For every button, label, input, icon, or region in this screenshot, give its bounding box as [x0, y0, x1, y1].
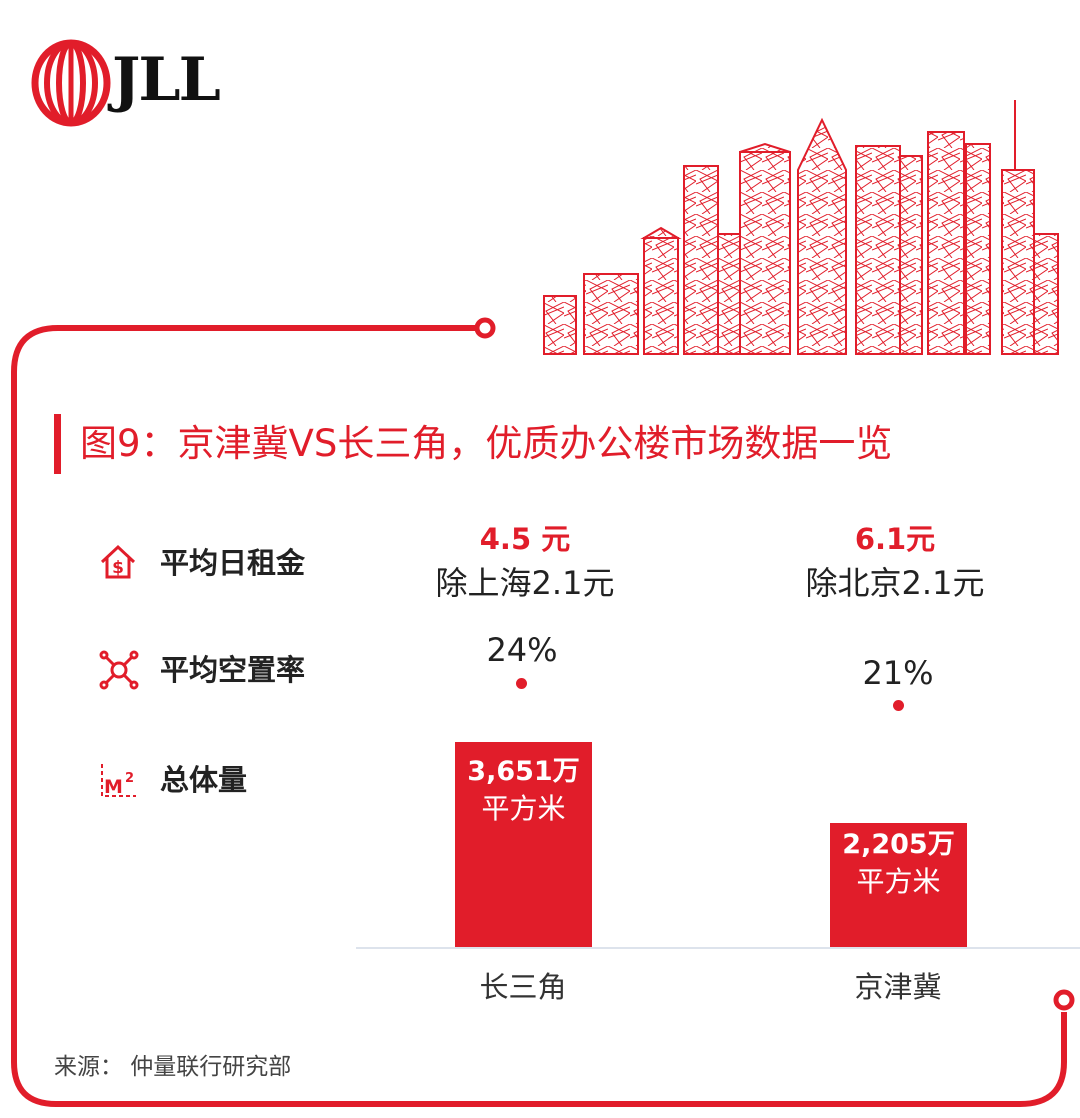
- bar-value-bth: 2,205万: [842, 829, 955, 860]
- title-accent-bar: [54, 414, 61, 474]
- chart-title: 图9：京津冀VS长三角，优质办公楼市场数据一览: [80, 422, 893, 465]
- source-note: 来源： 仲量联行研究部: [54, 1054, 292, 1080]
- svg-text:2: 2: [125, 771, 134, 786]
- svg-text:$: $: [112, 558, 124, 578]
- rent-value-yrd: 4.5 元: [479, 522, 571, 556]
- metric-label-vacancy: 平均空置率: [160, 653, 306, 687]
- vacancy-dot-yrd: [516, 678, 527, 689]
- rent-value-bth: 6.1元: [854, 522, 936, 556]
- vacancy-value-bth: 21%: [862, 654, 934, 692]
- bar-bth: 2,205万 平方米: [830, 823, 967, 947]
- bar-value-yrd: 3,651万: [467, 756, 580, 787]
- bar-unit-yrd: 平方米: [481, 792, 566, 825]
- square-meter-icon: M 2: [101, 764, 136, 798]
- frame-knob-top: [474, 317, 496, 339]
- x-tick-label-bth: 京津冀: [854, 970, 942, 1004]
- vacancy-dot-bth: [893, 700, 904, 711]
- x-axis-line: [356, 947, 1080, 949]
- bar-yrd: 3,651万 平方米: [455, 742, 592, 947]
- x-tick-label-yrd: 长三角: [479, 970, 567, 1004]
- dollar-house-icon: $: [100, 544, 136, 579]
- rent-note-bth: 除北京2.1元: [805, 564, 985, 602]
- bar-unit-bth: 平方米: [856, 865, 941, 898]
- rent-note-yrd: 除上海2.1元: [435, 564, 615, 602]
- metric-label-rent: 平均日租金: [160, 546, 306, 580]
- network-icon: [99, 650, 139, 690]
- jll-logo-icon: [31, 39, 111, 127]
- frame-knob-right: [1053, 989, 1075, 1011]
- svg-text:M: M: [104, 776, 123, 798]
- brand-name: JLL: [112, 45, 221, 115]
- metric-label-volume: 总体量: [160, 763, 248, 797]
- vacancy-value-yrd: 24%: [486, 631, 558, 669]
- city-skyline-illustration: [543, 100, 1059, 355]
